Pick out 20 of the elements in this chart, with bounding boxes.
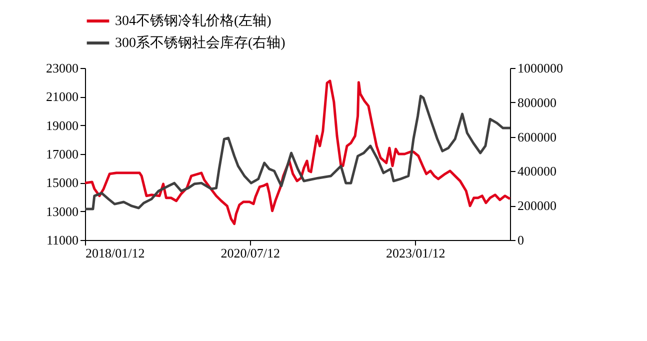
y2-tick-label: 600000 [518, 129, 556, 144]
line-series [84, 94, 512, 210]
y-tick-label: 17000 [46, 146, 78, 162]
y-tick-label: 23000 [46, 60, 78, 76]
y-tick-label: 11000 [46, 232, 78, 248]
y2-tick-label: 0 [518, 232, 524, 248]
y2-tick-label: 800000 [518, 94, 556, 110]
y-tick-label: 21000 [46, 89, 78, 104]
legend-label: 304不锈钢冷轧价格(左轴) [115, 13, 272, 29]
y2-tick-label: 1000000 [518, 60, 563, 76]
y2-tick-label: 200000 [518, 198, 556, 214]
x-tick-label: 2018/01/12 [86, 246, 145, 260]
x-tick-label: 2020/07/12 [220, 246, 280, 260]
line-series [84, 80, 512, 226]
legend-label: 300系不锈钢社会库存(右轴) [115, 35, 286, 51]
y2-tick-label: 400000 [518, 164, 556, 179]
y-tick-label: 13000 [46, 204, 78, 219]
y-tick-label: 19000 [46, 118, 78, 133]
y-tick-label: 15000 [46, 175, 78, 190]
x-tick-label: 2023/01/12 [386, 246, 446, 260]
